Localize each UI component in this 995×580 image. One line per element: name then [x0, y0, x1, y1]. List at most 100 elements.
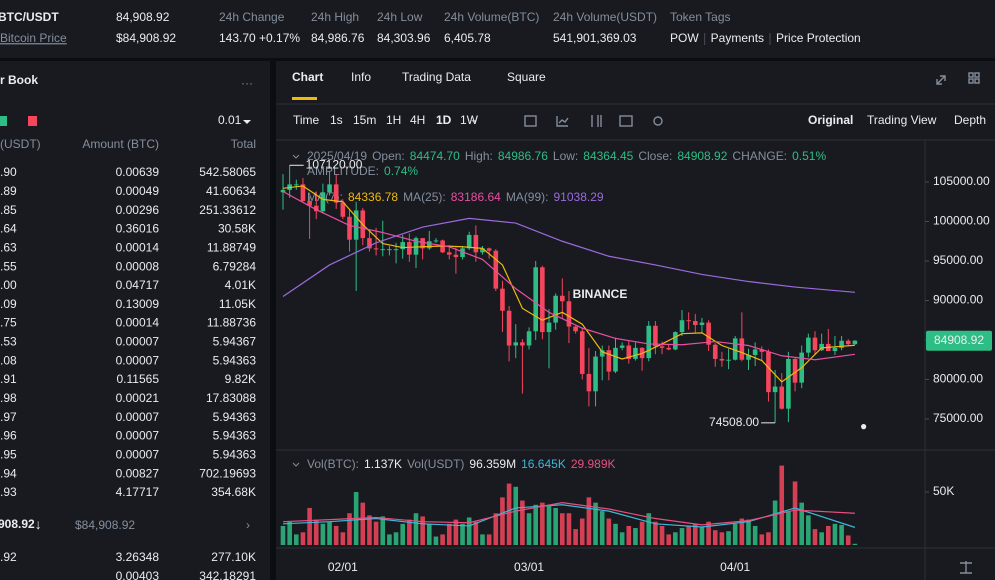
volume-bar — [806, 515, 811, 545]
candle-body — [679, 320, 685, 333]
alert-dot[interactable]: ● — [860, 419, 867, 433]
volume-bar — [626, 525, 632, 545]
volume-bar — [719, 532, 725, 545]
ob-price: .95 — [0, 447, 17, 461]
info-item: 84474.70 — [410, 149, 460, 163]
tab[interactable]: Info — [351, 70, 371, 84]
volume-bar — [446, 523, 452, 545]
info-item: Close: — [638, 149, 672, 163]
info-item: Vol(BTC): — [307, 457, 359, 471]
volume-bar — [732, 523, 738, 545]
volume-bar — [639, 521, 645, 545]
volume-bar — [826, 525, 831, 545]
candle-body — [327, 184, 332, 193]
candle-body — [633, 347, 638, 359]
watermark: BINANCE — [573, 287, 628, 301]
interval[interactable]: 1s — [330, 113, 343, 127]
volume-bar — [673, 532, 678, 545]
ob-total: 11.88749 — [207, 240, 256, 254]
ob-total: 5.94363 — [213, 429, 257, 443]
candle-body — [593, 356, 598, 392]
interval[interactable]: 1D — [436, 113, 452, 127]
more-menu[interactable]: ··· — [241, 76, 253, 90]
depth-icon[interactable] — [0, 116, 7, 126]
ob-total: 702.19693 — [199, 466, 256, 480]
volume-bar — [380, 516, 386, 545]
volume-bar — [619, 532, 625, 545]
volume-bar — [693, 523, 698, 545]
ob-total: 41.60634 — [206, 184, 256, 198]
volume-bar — [540, 502, 545, 545]
interval[interactable]: 1W — [460, 113, 479, 127]
candle-body — [513, 342, 519, 346]
x-tick-label: 04/01 — [720, 560, 750, 574]
ob-total: 9.82K — [225, 372, 256, 386]
volume-bar — [599, 511, 605, 545]
collapse-caret[interactable] — [292, 462, 300, 467]
ob-total: 11.88736 — [207, 316, 256, 330]
volume-bar — [706, 521, 711, 545]
mid-arrow: ↓ — [35, 516, 42, 532]
volume-bar — [486, 534, 492, 545]
interval[interactable]: 4H — [410, 113, 425, 127]
candle-body — [852, 340, 858, 345]
last-price-label: 84908.92 — [934, 333, 984, 347]
dropdown-caret[interactable] — [471, 120, 477, 123]
candle-body — [613, 347, 618, 372]
ob-amount: 4.17717 — [116, 485, 160, 499]
tab[interactable]: Chart — [292, 70, 323, 84]
ob-price: .91 — [0, 372, 17, 386]
view-option[interactable]: Depth — [954, 113, 986, 127]
last-price: 84,908.92 — [116, 10, 170, 24]
interval[interactable]: Time — [293, 113, 320, 127]
layout-icon[interactable] — [968, 72, 974, 78]
candle-body — [819, 343, 824, 351]
interval[interactable]: 1H — [386, 113, 401, 127]
info-item: Low: — [553, 149, 578, 163]
more-arrow[interactable]: › — [246, 518, 250, 532]
collapse-caret[interactable] — [292, 154, 300, 159]
ob-total: 6.79284 — [213, 259, 257, 273]
ob-price: .53 — [0, 335, 17, 349]
template-icon[interactable] — [619, 115, 633, 127]
candle-body — [619, 345, 625, 348]
view-option[interactable]: Trading View — [867, 113, 937, 127]
volume-bar — [400, 523, 405, 545]
token-tag[interactable]: Price Protection — [776, 31, 861, 45]
candle-body — [506, 310, 512, 346]
info-item: AMPLITUDE: — [307, 164, 379, 178]
dropdown-caret[interactable] — [243, 120, 251, 124]
candle-body — [427, 241, 432, 249]
token-tag[interactable]: POW — [670, 31, 699, 45]
ob-price: .08 — [0, 353, 17, 367]
stat-value: 6,405.78 — [444, 31, 491, 45]
header-bg — [0, 0, 995, 58]
stat-value: 541,901,369.03 — [553, 31, 637, 45]
expand-icon[interactable] — [936, 75, 946, 85]
candle-icon[interactable] — [591, 115, 602, 127]
axis-icon[interactable] — [960, 561, 972, 574]
y-tick-label: 50K — [933, 484, 954, 498]
settings-icon[interactable] — [653, 116, 663, 126]
token-tag[interactable]: Payments — [711, 31, 764, 45]
ob-amount: 0.04717 — [116, 278, 160, 292]
calendar-icon[interactable] — [524, 115, 537, 127]
stat-label: 24h Change — [219, 10, 285, 24]
indicator-icon[interactable] — [556, 116, 569, 127]
volume-bar — [513, 486, 519, 545]
ob-amount: 0.00007 — [116, 447, 160, 461]
depth-icon[interactable] — [28, 116, 37, 126]
tab[interactable]: Square — [507, 70, 546, 84]
tab[interactable]: Trading Data — [402, 70, 471, 84]
candle-body — [792, 358, 798, 383]
volume-bar — [333, 525, 339, 545]
interval[interactable]: 15m — [353, 113, 376, 127]
view-option[interactable]: Original — [808, 113, 853, 127]
candle-body — [832, 347, 838, 352]
y-tick-label: 95000.00 — [933, 253, 983, 267]
info-item: 16.645K — [521, 457, 566, 471]
volume-bar — [440, 534, 445, 545]
candle-body — [739, 338, 745, 360]
info-item: MA(25): — [403, 190, 446, 204]
ob-total: 277.10K — [211, 550, 256, 564]
